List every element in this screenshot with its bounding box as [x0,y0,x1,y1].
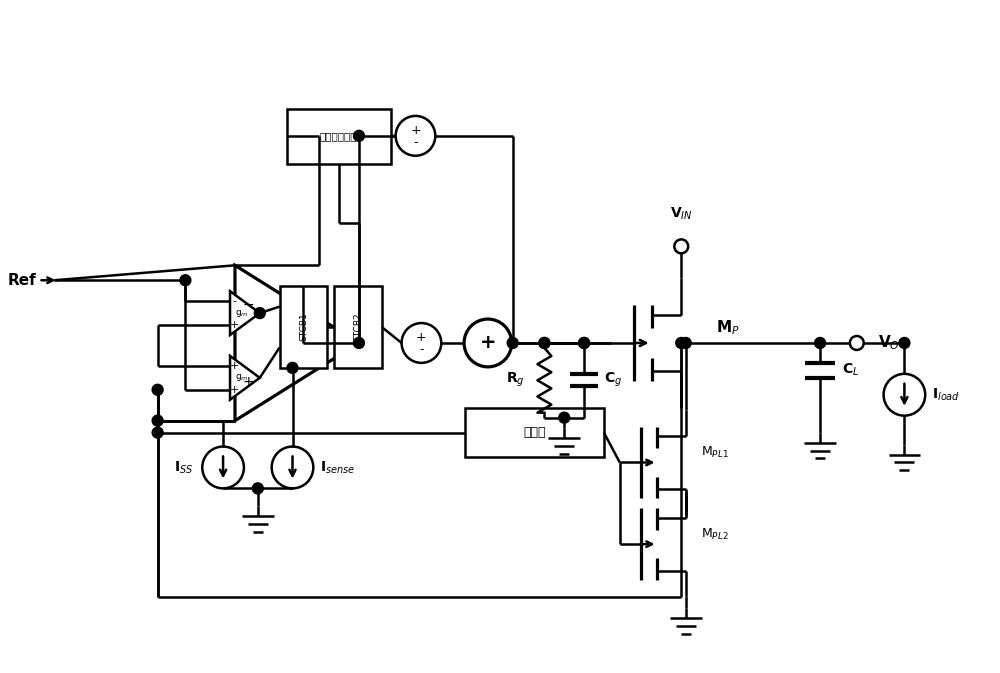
Text: g$_m$: g$_m$ [235,308,248,318]
Text: STCB2: STCB2 [353,313,362,341]
Circle shape [899,337,910,349]
Text: $-$: $-$ [242,297,254,311]
Text: -: - [413,137,418,149]
Text: +: + [480,334,496,353]
Text: C$_{L}$: C$_{L}$ [842,361,859,378]
Text: I$_{load}$: I$_{load}$ [932,386,960,403]
Text: +: + [229,361,239,371]
Text: g$_m$: g$_m$ [235,372,248,384]
Text: +: + [229,320,239,330]
Circle shape [464,319,512,367]
Text: +: + [229,385,239,395]
Circle shape [152,427,163,438]
Text: R$_{g}$: R$_{g}$ [506,371,525,390]
Circle shape [539,337,550,349]
Text: -: - [419,343,424,357]
Text: -: - [232,296,236,306]
Circle shape [152,415,163,426]
Circle shape [180,275,191,286]
Circle shape [287,362,298,374]
Circle shape [507,337,518,349]
Circle shape [152,384,163,395]
Circle shape [579,337,590,349]
Circle shape [676,337,687,349]
Bar [287,109,391,164]
Text: 状态增强结构: 状态增强结构 [320,131,357,141]
Text: I$_{SS}$: I$_{SS}$ [174,459,193,476]
Bar [334,286,382,368]
Text: Ref: Ref [8,273,37,288]
Text: V$_{IN}$: V$_{IN}$ [670,205,693,221]
Text: 微分器: 微分器 [523,426,546,439]
Circle shape [680,337,691,349]
Text: I$_{sense}$: I$_{sense}$ [320,459,355,476]
Circle shape [402,323,441,363]
Circle shape [884,374,925,416]
Circle shape [202,447,244,489]
Circle shape [353,131,364,141]
Circle shape [579,337,590,349]
Circle shape [559,412,570,423]
Polygon shape [235,265,359,421]
Text: C$_{g}$: C$_{g}$ [604,371,622,390]
Circle shape [254,308,265,318]
Polygon shape [230,356,260,400]
Text: M$_{PL1}$: M$_{PL1}$ [701,445,729,460]
Polygon shape [230,291,260,335]
Circle shape [272,447,313,489]
Circle shape [815,337,826,349]
Circle shape [539,337,550,349]
Text: $+$: $+$ [242,375,254,389]
Bar [280,286,327,368]
Text: M$_{PL2}$: M$_{PL2}$ [701,527,729,542]
Bar [465,408,604,458]
Circle shape [674,240,688,253]
Text: +: + [410,125,421,137]
Text: M$_{P}$: M$_{P}$ [716,319,740,337]
Text: V$_{O}$: V$_{O}$ [878,334,900,353]
Circle shape [353,337,364,349]
Circle shape [252,483,263,494]
Text: +: + [416,332,427,345]
Circle shape [850,336,864,350]
Text: STCB1: STCB1 [299,313,308,341]
Circle shape [396,116,435,155]
